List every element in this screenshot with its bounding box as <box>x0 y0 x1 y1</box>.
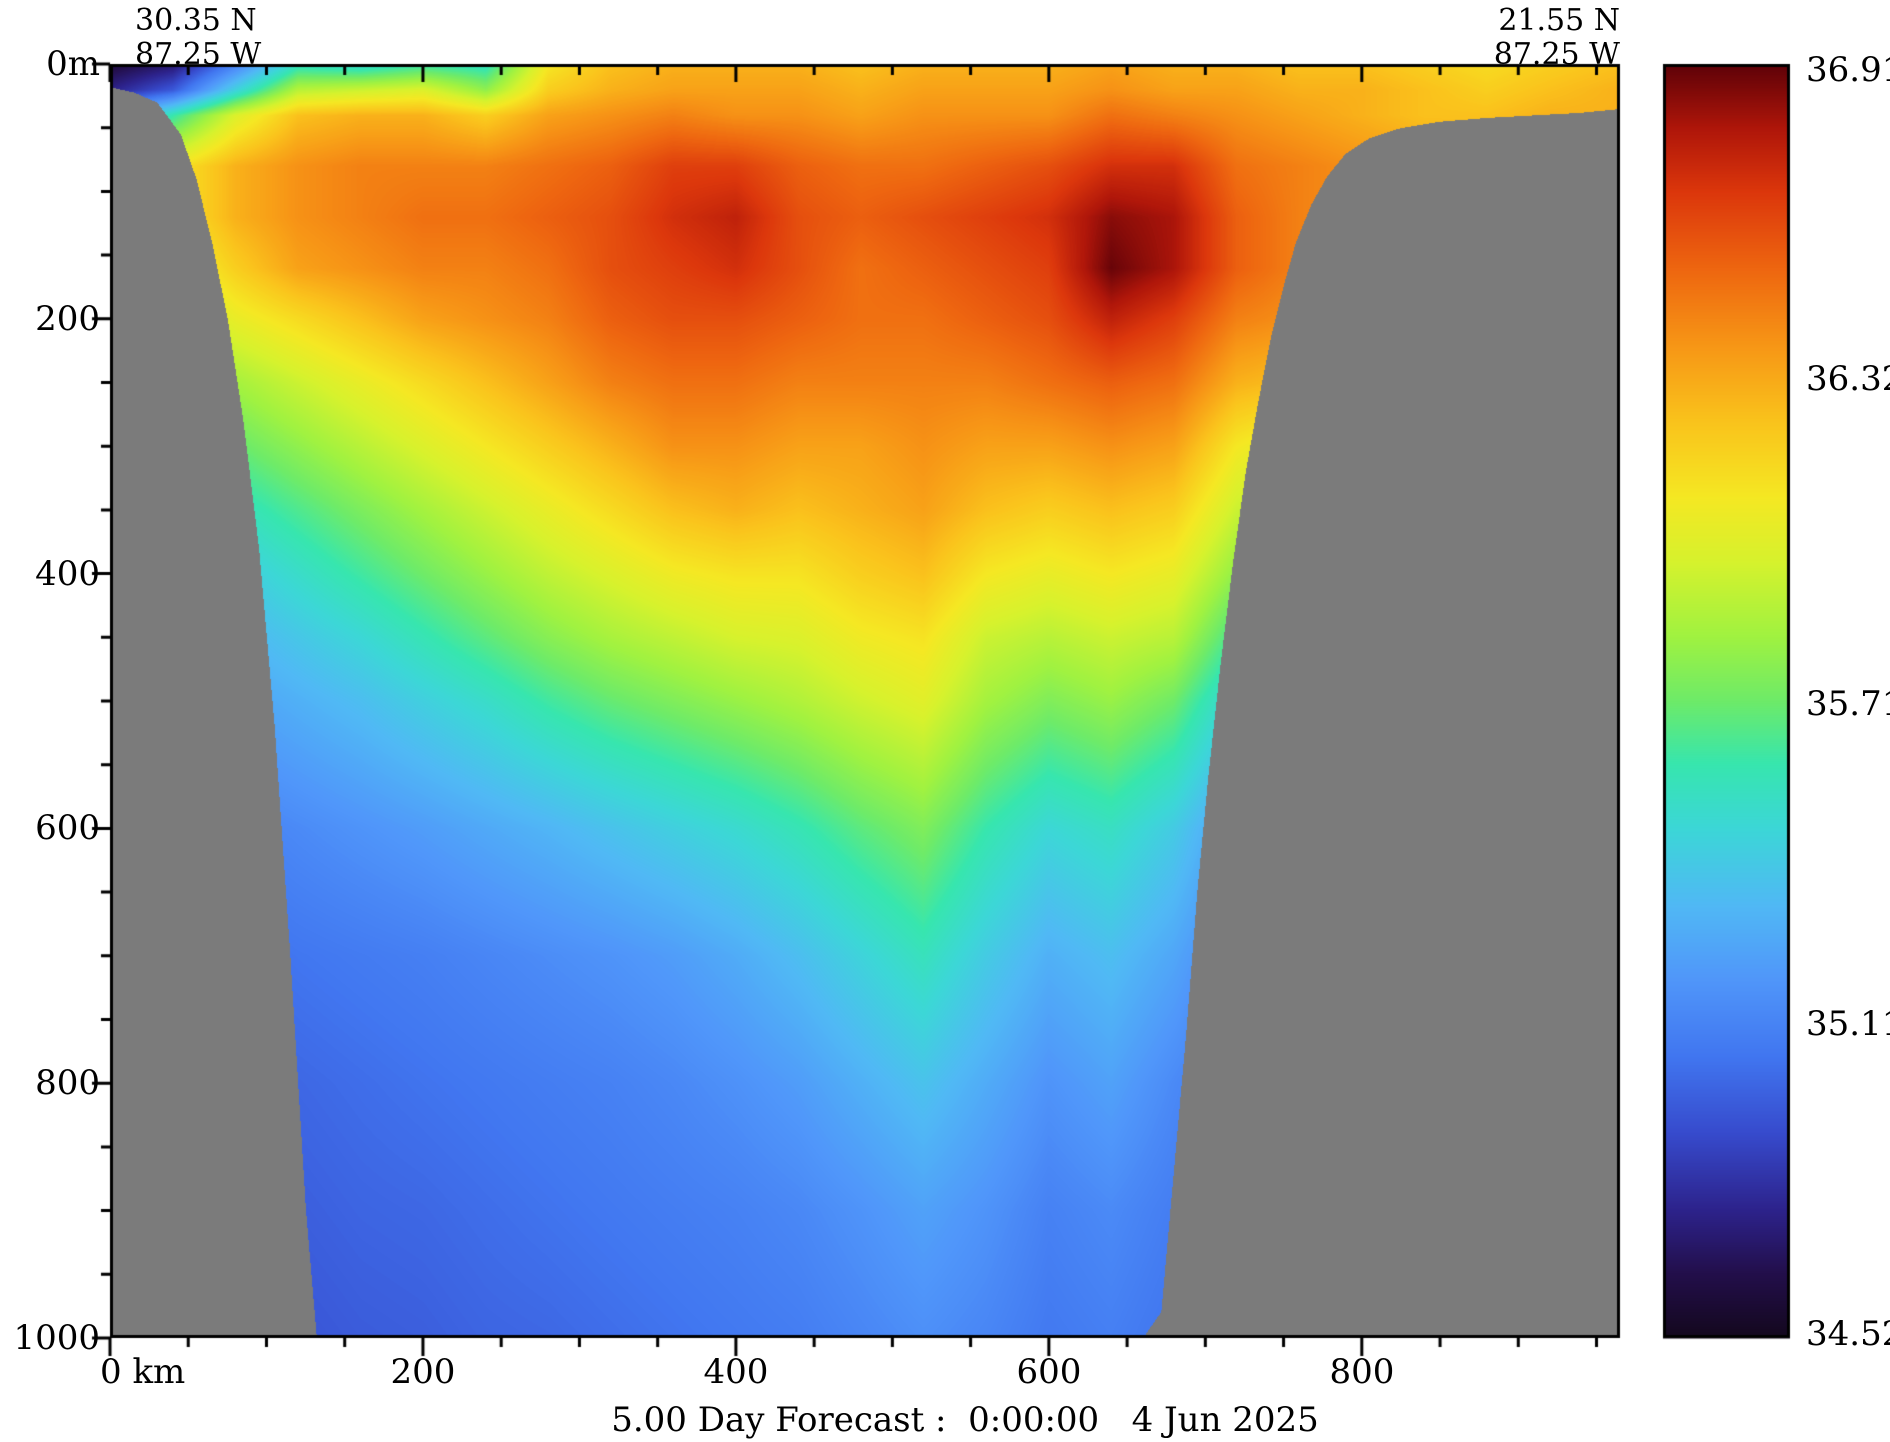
distance-axis-label-0km: 0 km <box>100 1352 186 1392</box>
section-start-coords: 30.35 N 87.25 W <box>135 4 261 72</box>
depth-axis-label-600: 600 <box>35 808 100 848</box>
section-start-lon: 87.25 W <box>135 37 262 72</box>
section-end-coords: 21.55 N 87.25 W <box>1494 4 1620 72</box>
depth-axis-label-200: 200 <box>35 299 100 339</box>
depth-axis-label-400: 400 <box>35 554 100 594</box>
section-end-lon: 87.25 W <box>1493 37 1620 72</box>
section-start-lat: 30.35 N <box>135 3 257 38</box>
colorbar-tick-label-3632: 36.32 <box>1806 359 1890 399</box>
colorbar-tick-label-min: 34.52 <box>1806 1314 1890 1354</box>
distance-axis-label-200: 200 <box>390 1352 456 1392</box>
colorbar-tick-label-max: 36.91 <box>1806 50 1890 90</box>
depth-axis-label-800: 800 <box>35 1063 100 1103</box>
colorbar-tick-label-3571: 35.71 <box>1806 684 1890 724</box>
section-end-lat: 21.55 N <box>1498 3 1620 38</box>
colorbar-tick-label-3511: 35.11 <box>1806 1004 1890 1044</box>
distance-axis-label-400: 400 <box>703 1352 769 1392</box>
depth-axis-label-0m: 0m <box>46 44 100 84</box>
forecast-caption: 5.00 Day Forecast : 0:00:00 4 Jun 2025 <box>611 1400 1319 1440</box>
distance-axis-label-800: 800 <box>1329 1352 1395 1392</box>
depth-axis-label-1000: 1000 <box>13 1318 100 1358</box>
distance-axis-label-600: 600 <box>1016 1352 1082 1392</box>
